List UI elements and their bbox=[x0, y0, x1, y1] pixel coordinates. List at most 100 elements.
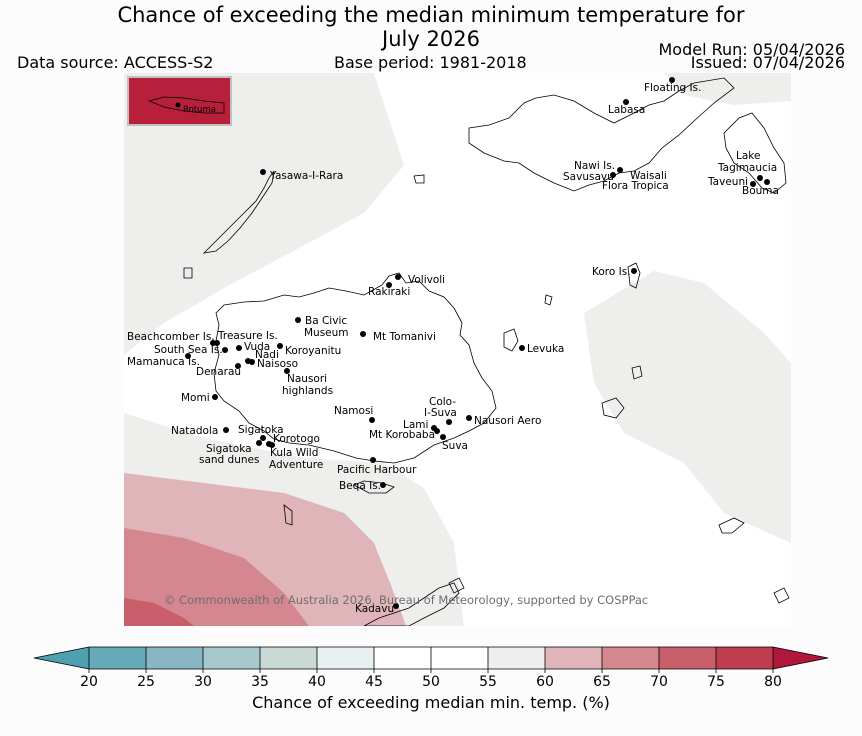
label-lami: Lami bbox=[403, 419, 428, 431]
colorbar-tick-label: 40 bbox=[308, 674, 326, 690]
rotuma-marker bbox=[175, 102, 181, 108]
label-sig-dunes-2: sand dunes bbox=[199, 454, 259, 466]
marker-yasawa bbox=[260, 169, 266, 175]
label-nawi: Nawi Is. bbox=[574, 160, 615, 172]
marker-suva bbox=[440, 434, 446, 440]
label-beachcomber: Beachcomber Is. bbox=[127, 331, 215, 343]
label-bacivic-1: Ba Civic bbox=[305, 315, 347, 327]
data-source: Data source: ACCESS-S2 bbox=[17, 53, 214, 72]
islet-9 bbox=[631, 365, 643, 380]
marker-koroyanitu bbox=[277, 343, 283, 349]
marker-nausori-highlands bbox=[284, 368, 290, 374]
colorbar-boxes bbox=[89, 647, 773, 669]
label-beqa: Beqa Is. bbox=[339, 480, 381, 492]
label-bacivic-2: Museum bbox=[304, 327, 349, 339]
beqa-coast bbox=[353, 480, 395, 494]
colorbar-box bbox=[488, 647, 545, 669]
colorbar-box bbox=[146, 647, 203, 669]
colorbar-box bbox=[374, 647, 431, 669]
marker-pacific-harbour bbox=[370, 457, 376, 463]
label-taveuni: Taveuni bbox=[707, 176, 748, 188]
label-denarau: Denarau bbox=[196, 366, 241, 378]
place-labels: Floating Is. Labasa Yasawa-I-Rara Nawi I… bbox=[127, 82, 779, 615]
label-floating: Floating Is. bbox=[644, 82, 701, 94]
zone-grey-east bbox=[584, 271, 791, 543]
marker-beqa bbox=[380, 482, 386, 488]
islet-7 bbox=[183, 267, 193, 279]
marker-natadola bbox=[223, 427, 229, 433]
label-vuda: Vuda bbox=[244, 341, 270, 353]
label-suva: Suva bbox=[442, 440, 468, 452]
marker-vuda bbox=[236, 345, 242, 351]
model-run: Model Run: 05/04/2026 bbox=[658, 40, 846, 59]
colorbar-tick-label: 80 bbox=[764, 674, 782, 690]
issued-date: Issued: 07/04/2026 bbox=[690, 53, 845, 72]
colorbar-box bbox=[716, 647, 773, 669]
colorbar-tick-label: 30 bbox=[194, 674, 212, 690]
colorbar-box bbox=[659, 647, 716, 669]
marker-mamanuca bbox=[185, 353, 191, 359]
islet-6 bbox=[448, 577, 465, 594]
label-naisoso: Naisoso bbox=[257, 358, 298, 370]
label-momi: Momi bbox=[181, 392, 210, 404]
colorbar-box bbox=[545, 647, 602, 669]
label-namosi: Namosi bbox=[334, 405, 373, 417]
koro-coast bbox=[627, 262, 641, 289]
colorbar-over-arrow bbox=[773, 647, 828, 669]
title-line-1: Chance of exceeding the median minimum t… bbox=[117, 3, 745, 27]
label-pacific: Pacific Harbour bbox=[337, 464, 417, 476]
label-waisali: Waisali bbox=[630, 170, 667, 182]
fiji-map: Rotuma bbox=[124, 73, 791, 626]
label-natadola: Natadola bbox=[171, 425, 218, 437]
label-flora: Flora Tropica bbox=[602, 180, 669, 192]
label-treasure: Treasure Is. bbox=[217, 330, 278, 342]
label-korotogo: Korotogo bbox=[273, 433, 320, 445]
label-nadi: Nadi bbox=[255, 349, 279, 361]
marker-nawi bbox=[617, 167, 623, 173]
colorbar-tick-label: 75 bbox=[707, 674, 725, 690]
label-colo-1: Colo- bbox=[429, 396, 456, 408]
copyright-notice: © Commonwealth of Australia 2026, Bureau… bbox=[164, 593, 648, 607]
marker-taveuni bbox=[750, 181, 756, 187]
zone-grey-northeast bbox=[664, 73, 791, 105]
coastlines bbox=[183, 77, 790, 626]
label-koroyanitu: Koroyanitu bbox=[285, 345, 341, 357]
colorbar-tick-label: 60 bbox=[536, 674, 554, 690]
base-period: Base period: 1981-2018 bbox=[334, 53, 527, 72]
marker-southsea bbox=[222, 347, 228, 353]
marker-kula bbox=[269, 442, 275, 448]
colorbar-box bbox=[203, 647, 260, 669]
colorbar-tick-label: 50 bbox=[422, 674, 440, 690]
taveuni-coast bbox=[723, 112, 787, 194]
title-line-2: July 2026 bbox=[382, 27, 480, 51]
marker-volivoli bbox=[395, 274, 401, 280]
marker-floating bbox=[669, 77, 675, 83]
colorbar-tick-label: 55 bbox=[479, 674, 497, 690]
label-tomanivi: Mt Tomanivi bbox=[373, 331, 436, 343]
label-sigatoka: Sigatoka bbox=[238, 424, 284, 436]
colorbar-tick-label: 20 bbox=[80, 674, 98, 690]
marker-sigatoka bbox=[260, 435, 266, 441]
label-sig-dunes-1: Sigatoka bbox=[206, 443, 252, 455]
marker-levuka bbox=[519, 345, 525, 351]
label-nausori-aero: Nausori Aero bbox=[474, 415, 541, 427]
colorbar: 20 25 30 35 40 45 50 55 60 65 70 75 80 bbox=[33, 646, 829, 690]
marker-bouma bbox=[764, 179, 770, 185]
label-volivoli: Volivoli bbox=[408, 274, 445, 286]
colorbar-box bbox=[260, 647, 317, 669]
islet-1 bbox=[413, 174, 425, 184]
label-kadavu: Kadavu bbox=[355, 603, 394, 615]
rotuma-coast bbox=[147, 96, 225, 114]
colorbar-box bbox=[317, 647, 374, 669]
marker-denarau bbox=[235, 363, 241, 369]
label-nausori-h-2: highlands bbox=[282, 385, 333, 397]
marker-kadavu bbox=[393, 603, 399, 609]
kadavu-coast bbox=[363, 582, 460, 626]
marker-bacivic bbox=[295, 317, 301, 323]
marker-labasa bbox=[623, 99, 629, 105]
label-kula-1: Kula Wild bbox=[270, 447, 318, 459]
colorbar-under-arrow bbox=[34, 647, 89, 669]
marker-colo-i-suva bbox=[446, 419, 452, 425]
marker-momi bbox=[212, 394, 218, 400]
colorbar-tick-label: 70 bbox=[650, 674, 668, 690]
